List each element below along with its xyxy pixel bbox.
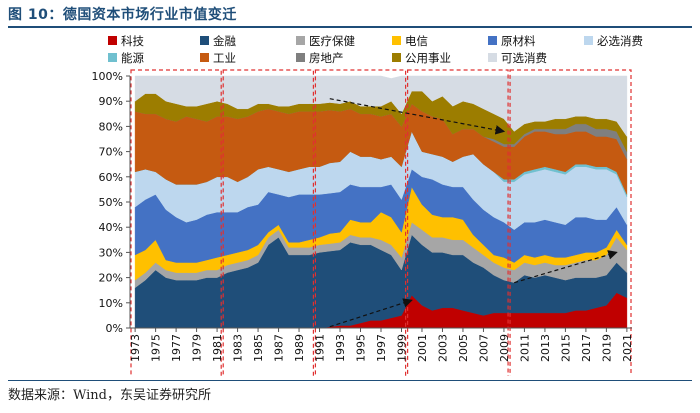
- source-note: 数据来源：Wind，东吴证券研究所: [8, 388, 211, 403]
- x-tick-label: 2017: [580, 334, 593, 362]
- x-tick-label: 1997: [375, 334, 388, 362]
- x-tick-label: 1983: [232, 334, 245, 362]
- legend-label: 金融: [213, 34, 236, 48]
- y-tick-label: 90%: [99, 95, 123, 108]
- y-tick-label: 80%: [99, 120, 123, 133]
- legend-swatch: [392, 53, 401, 62]
- x-tick-label: 2005: [457, 334, 470, 362]
- x-tick-label: 2021: [621, 334, 634, 362]
- y-tick-label: 50%: [99, 196, 123, 209]
- footer-rule: [8, 380, 692, 381]
- era-box-3: [314, 69, 407, 376]
- legend-swatch: [108, 36, 117, 45]
- y-tick-label: 100%: [92, 70, 123, 83]
- x-tick-label: 2015: [559, 334, 572, 362]
- x-tick-label: 1987: [273, 334, 286, 362]
- legend-label: 原材料: [501, 34, 536, 48]
- x-tick-label: 1973: [129, 334, 142, 362]
- legend-swatch: [200, 36, 209, 45]
- legend-swatch: [296, 36, 305, 45]
- arrow-decline: [329, 98, 506, 135]
- y-tick-label: 30%: [99, 246, 123, 259]
- legend-swatch: [392, 36, 401, 45]
- y-tick-label: 0%: [106, 322, 123, 335]
- x-tick-label: 2007: [477, 334, 490, 362]
- chart-title: 图 10：德国资本市场行业市值变迁: [8, 7, 237, 23]
- x-tick-label: 1999: [395, 334, 408, 362]
- legend-label: 可选消费: [501, 51, 547, 65]
- legend-label: 电信: [405, 34, 428, 48]
- legend-swatch: [200, 53, 209, 62]
- x-tick-label: 1985: [252, 334, 265, 362]
- x-tick-label: 2003: [436, 334, 449, 362]
- legend-label: 公用事业: [405, 51, 451, 65]
- legend-label: 工业: [213, 51, 236, 65]
- x-tick-label: 1979: [191, 334, 204, 362]
- legend-label: 必选消费: [597, 34, 643, 48]
- era-boxes: [130, 69, 632, 376]
- legend-swatch: [108, 53, 117, 62]
- legend-swatch: [296, 53, 305, 62]
- x-tick-label: 1977: [170, 334, 183, 362]
- x-tick-label: 2011: [518, 334, 531, 362]
- legend-swatch: [488, 36, 497, 45]
- x-tick-label: 1989: [293, 334, 306, 362]
- x-tick-label: 2013: [539, 334, 552, 362]
- axes: 0% 10% 20% 30% 40% 50% 60% 70% 80% 90% 100% 1973 197…: [92, 70, 634, 362]
- title-underline: [8, 26, 692, 28]
- era-box-4: [407, 69, 509, 376]
- x-tick-label: 1975: [150, 334, 163, 362]
- legend-swatch: [584, 36, 593, 45]
- y-tick-label: 70%: [99, 146, 123, 159]
- y-tick-label: 10%: [99, 297, 123, 310]
- plot-areas: [134, 75, 628, 329]
- era-box-1: [130, 69, 222, 376]
- x-tick-label: 2001: [416, 334, 429, 362]
- x-tick-label: 1991: [314, 334, 327, 362]
- y-tick-label: 40%: [99, 221, 123, 234]
- arrow-tech-rise: [329, 298, 413, 328]
- era-box-2: [222, 69, 315, 376]
- x-tick-label: 2019: [600, 334, 613, 362]
- legend-label: 能源: [121, 51, 144, 65]
- x-tick-label: 1993: [334, 334, 347, 362]
- legend-label: 房地产: [309, 51, 344, 65]
- arrow-recent-rise: [514, 250, 618, 284]
- x-tick-label: 2009: [498, 334, 511, 362]
- legend-label: 科技: [121, 34, 144, 48]
- x-tick-label: 1995: [355, 334, 368, 362]
- area-series-10: [134, 75, 628, 138]
- y-tick-label: 60%: [99, 171, 123, 184]
- trend-arrows: [329, 98, 618, 328]
- legend-swatch: [488, 53, 497, 62]
- y-tick-label: 20%: [99, 272, 123, 285]
- x-tick-label: 1981: [211, 334, 224, 362]
- legend-label: 医疗保健: [309, 34, 355, 48]
